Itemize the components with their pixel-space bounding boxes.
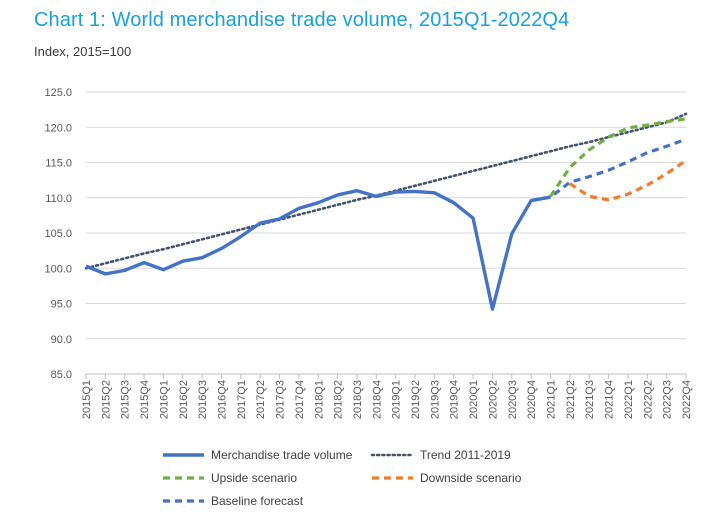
legend-item: Baseline forecast bbox=[163, 494, 304, 508]
legend-item: Merchandise trade volume bbox=[163, 448, 353, 462]
x-tick-label: 2015Q4 bbox=[139, 380, 151, 419]
legend-item: Trend 2011-2019 bbox=[370, 448, 511, 462]
x-tick-label: 2018Q4 bbox=[371, 380, 383, 419]
x-tick-label: 2022Q2 bbox=[642, 380, 654, 419]
y-tick-label: 105.0 bbox=[44, 228, 72, 240]
legend: Merchandise trade volume Trend 2011-2019 U… bbox=[163, 448, 522, 508]
x-tick-label: 2020Q4 bbox=[526, 380, 538, 419]
x-tick-label: 2019Q3 bbox=[429, 380, 441, 419]
x-tick-label: 2020Q3 bbox=[507, 380, 519, 419]
x-tick-label: 2016Q4 bbox=[216, 380, 228, 419]
legend-label: Trend 2011-2019 bbox=[420, 448, 511, 462]
x-tick-label: 2019Q2 bbox=[410, 380, 422, 419]
series-line-merchandise-trade-volume bbox=[85, 189, 551, 311]
x-tick-label: 2015Q3 bbox=[120, 380, 132, 419]
y-tick-label: 85.0 bbox=[51, 369, 72, 381]
y-tick-label: 90.0 bbox=[51, 334, 72, 346]
series-line-baseline-forecast bbox=[530, 137, 687, 203]
x-tick-label: 2018Q3 bbox=[352, 380, 364, 419]
x-tick-label: 2019Q4 bbox=[449, 380, 461, 419]
gridlines bbox=[86, 91, 686, 375]
x-tick-label: 2020Q2 bbox=[487, 380, 499, 419]
series-line-trend-2011-2019 bbox=[84, 112, 688, 270]
x-tick-label: 2015Q2 bbox=[100, 380, 112, 419]
y-tick-label: 115.0 bbox=[45, 158, 72, 170]
legend-item: Downside scenario bbox=[372, 471, 522, 485]
y-tick-label: 120.0 bbox=[44, 122, 72, 134]
series-lines bbox=[84, 112, 688, 311]
x-tick-label: 2021Q1 bbox=[546, 380, 558, 419]
x-tick-label: 2016Q3 bbox=[197, 380, 209, 419]
x-tick-label: 2016Q1 bbox=[158, 380, 170, 419]
x-tick-label: 2022Q1 bbox=[623, 380, 635, 419]
y-axis: 85.0 90.0 95.0 100.0 105.0 110.0 115.0 120.0 125… bbox=[44, 87, 72, 381]
x-tick-label: 2017Q2 bbox=[255, 380, 267, 419]
series-line-upside-scenario bbox=[549, 117, 687, 198]
legend-label: Upside scenario bbox=[211, 471, 297, 485]
y-tick-label: 125.0 bbox=[44, 87, 72, 99]
x-tick-label: 2017Q4 bbox=[294, 380, 306, 419]
x-tick-label: 2018Q1 bbox=[313, 380, 325, 419]
chart-subtitle: Index, 2015=100 bbox=[34, 44, 132, 59]
x-tick-label: 2016Q2 bbox=[178, 380, 190, 419]
x-tick-label: 2017Q1 bbox=[236, 380, 248, 419]
x-tick-label: 2015Q1 bbox=[81, 380, 93, 419]
y-tick-label: 100.0 bbox=[44, 263, 72, 275]
x-tick-label: 2018Q2 bbox=[333, 380, 345, 419]
x-axis: 2015Q1 2015Q2 2015Q3 2015Q4 2016Q1 2016Q2 2016… bbox=[81, 373, 693, 419]
y-tick-label: 95.0 bbox=[51, 299, 72, 311]
y-tick-label: 110.0 bbox=[45, 193, 72, 205]
legend-label: Downside scenario bbox=[420, 471, 522, 485]
x-tick-label: 2017Q3 bbox=[275, 380, 287, 419]
chart-title: Chart 1: World merchandise trade volume,… bbox=[34, 9, 570, 31]
x-tick-label: 2021Q4 bbox=[604, 380, 616, 419]
x-tick-label: 2020Q1 bbox=[468, 380, 480, 419]
x-tick-label: 2021Q3 bbox=[584, 380, 596, 419]
legend-label: Merchandise trade volume bbox=[211, 448, 353, 462]
legend-label: Baseline forecast bbox=[211, 494, 304, 508]
x-tick-label: 2022Q3 bbox=[662, 380, 674, 419]
legend-item: Upside scenario bbox=[163, 471, 297, 485]
x-tick-label: 2021Q2 bbox=[565, 380, 577, 419]
x-tick-label: 2019Q1 bbox=[391, 380, 403, 419]
x-tick-label: 2022Q4 bbox=[681, 380, 693, 419]
series-line-downside-scenario bbox=[568, 159, 687, 202]
